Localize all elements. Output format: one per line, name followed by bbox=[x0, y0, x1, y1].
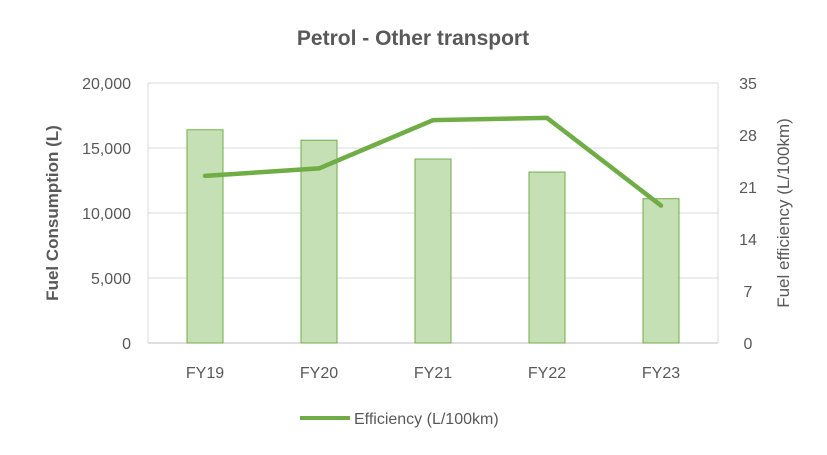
right-axis-ticks: 0 7 14 21 28 35 bbox=[739, 76, 757, 353]
y2-tick-label: 0 bbox=[744, 336, 753, 353]
bar bbox=[186, 129, 224, 344]
bar bbox=[642, 198, 680, 344]
x-tick-label: FY22 bbox=[528, 365, 566, 382]
y2-tick-label: 35 bbox=[739, 76, 757, 93]
x-tick-label: FY23 bbox=[642, 365, 680, 382]
bar-series bbox=[186, 129, 680, 344]
legend: Efficiency (L/100km) bbox=[300, 411, 499, 428]
y2-tick-label: 28 bbox=[739, 128, 757, 145]
y2-tick-label: 21 bbox=[739, 180, 757, 197]
bar bbox=[300, 139, 338, 344]
chart-title: Petrol - Other transport bbox=[297, 27, 529, 50]
line-series bbox=[202, 115, 664, 208]
x-axis-ticks: FY19 FY20 FY21 FY22 FY23 bbox=[186, 365, 680, 382]
x-tick-label: FY20 bbox=[300, 365, 338, 382]
y-tick-label: 5,000 bbox=[91, 271, 131, 288]
left-axis-ticks: 0 5,000 10,000 15,000 20,000 bbox=[82, 76, 131, 353]
legend-label-efficiency: Efficiency (L/100km) bbox=[354, 411, 499, 428]
bar bbox=[528, 171, 566, 344]
y2-tick-label: 14 bbox=[739, 232, 757, 249]
y-tick-label: 0 bbox=[122, 336, 131, 353]
x-tick-label: FY21 bbox=[414, 365, 452, 382]
x-tick-label: FY19 bbox=[186, 365, 224, 382]
efficiency-line bbox=[202, 115, 664, 208]
y-tick-label: 10,000 bbox=[82, 206, 131, 223]
y2-tick-label: 7 bbox=[744, 284, 753, 301]
y-tick-label: 20,000 bbox=[82, 76, 131, 93]
bar bbox=[414, 158, 452, 344]
y-tick-label: 15,000 bbox=[82, 141, 131, 158]
y-axis-title: Fuel Consumption (L) bbox=[43, 125, 62, 301]
y2-axis-title: Fuel efficiency (L/100km) bbox=[774, 118, 793, 308]
